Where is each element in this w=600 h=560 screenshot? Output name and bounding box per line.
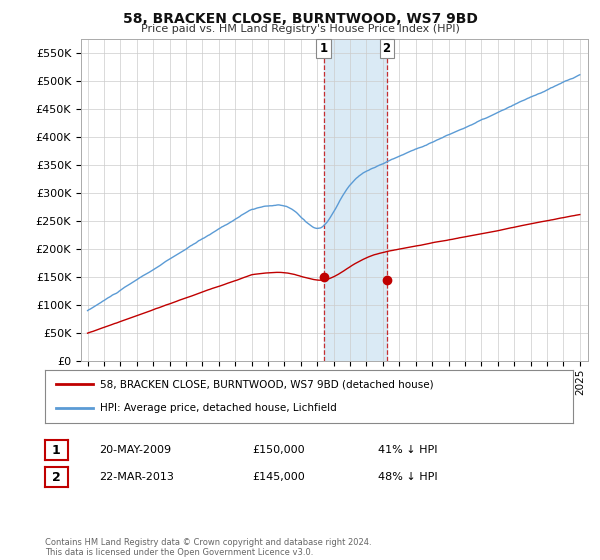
Text: 58, BRACKEN CLOSE, BURNTWOOD, WS7 9BD: 58, BRACKEN CLOSE, BURNTWOOD, WS7 9BD <box>122 12 478 26</box>
Text: £145,000: £145,000 <box>252 472 305 482</box>
Text: 20-MAY-2009: 20-MAY-2009 <box>99 445 171 455</box>
Text: 2: 2 <box>383 43 391 55</box>
Text: Contains HM Land Registry data © Crown copyright and database right 2024.
This d: Contains HM Land Registry data © Crown c… <box>45 538 371 557</box>
Text: HPI: Average price, detached house, Lichfield: HPI: Average price, detached house, Lich… <box>100 403 337 413</box>
Text: 48% ↓ HPI: 48% ↓ HPI <box>378 472 437 482</box>
Text: £150,000: £150,000 <box>252 445 305 455</box>
Text: 22-MAR-2013: 22-MAR-2013 <box>99 472 174 482</box>
Text: Price paid vs. HM Land Registry's House Price Index (HPI): Price paid vs. HM Land Registry's House … <box>140 24 460 34</box>
Text: 1: 1 <box>52 444 61 457</box>
Text: 1: 1 <box>319 43 328 55</box>
Text: 2: 2 <box>52 470 61 484</box>
Text: 58, BRACKEN CLOSE, BURNTWOOD, WS7 9BD (detached house): 58, BRACKEN CLOSE, BURNTWOOD, WS7 9BD (d… <box>100 380 434 390</box>
Text: 41% ↓ HPI: 41% ↓ HPI <box>378 445 437 455</box>
Bar <box>323 39 386 361</box>
